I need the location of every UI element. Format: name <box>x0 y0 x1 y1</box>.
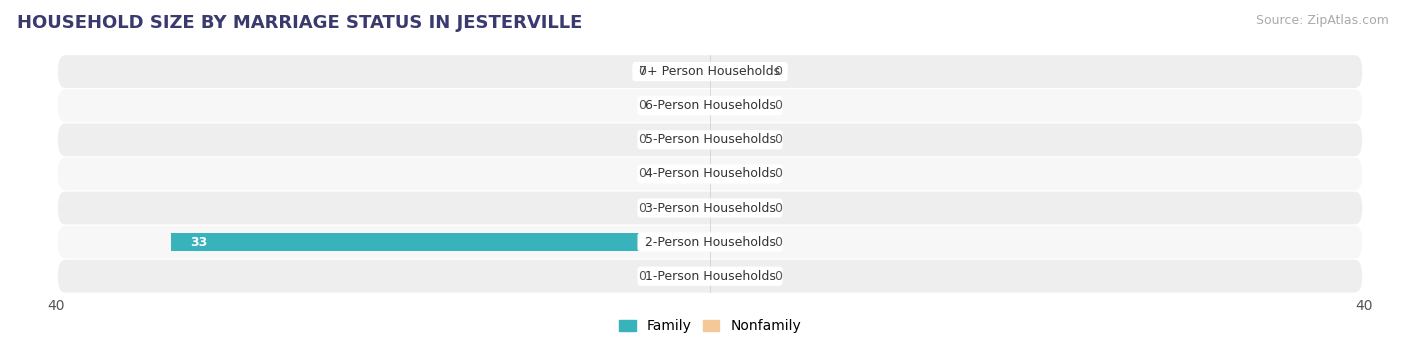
Text: 0: 0 <box>638 270 647 283</box>
Text: 0: 0 <box>773 99 782 112</box>
Text: 0: 0 <box>638 133 647 146</box>
Bar <box>652 165 710 183</box>
Text: 0: 0 <box>638 65 647 78</box>
Text: 0: 0 <box>773 236 782 249</box>
Text: 1-Person Households: 1-Person Households <box>641 270 779 283</box>
Bar <box>710 131 768 149</box>
FancyBboxPatch shape <box>58 226 1362 258</box>
FancyBboxPatch shape <box>58 260 1362 293</box>
Text: 0: 0 <box>773 202 782 214</box>
Text: 6-Person Households: 6-Person Households <box>641 99 779 112</box>
Bar <box>710 199 768 217</box>
Text: 0: 0 <box>638 99 647 112</box>
Bar <box>710 63 768 80</box>
Bar <box>652 63 710 80</box>
Text: Source: ZipAtlas.com: Source: ZipAtlas.com <box>1256 14 1389 27</box>
Text: 5-Person Households: 5-Person Households <box>641 133 779 146</box>
Bar <box>652 131 710 149</box>
Legend: Family, Nonfamily: Family, Nonfamily <box>613 314 807 339</box>
Text: 0: 0 <box>638 167 647 180</box>
Bar <box>652 267 710 285</box>
Bar <box>710 97 768 115</box>
Text: 33: 33 <box>190 236 208 249</box>
Text: 0: 0 <box>638 202 647 214</box>
Bar <box>652 97 710 115</box>
Text: 0: 0 <box>773 167 782 180</box>
Text: HOUSEHOLD SIZE BY MARRIAGE STATUS IN JESTERVILLE: HOUSEHOLD SIZE BY MARRIAGE STATUS IN JES… <box>17 14 582 32</box>
FancyBboxPatch shape <box>58 158 1362 190</box>
Bar <box>710 165 768 183</box>
Text: 0: 0 <box>773 270 782 283</box>
Text: 4-Person Households: 4-Person Households <box>641 167 779 180</box>
Bar <box>710 267 768 285</box>
FancyBboxPatch shape <box>58 123 1362 156</box>
Text: 0: 0 <box>773 133 782 146</box>
Bar <box>652 199 710 217</box>
Bar <box>710 233 768 251</box>
Text: 2-Person Households: 2-Person Households <box>641 236 779 249</box>
Text: 0: 0 <box>773 65 782 78</box>
FancyBboxPatch shape <box>58 192 1362 224</box>
Bar <box>170 233 710 251</box>
FancyBboxPatch shape <box>58 55 1362 88</box>
FancyBboxPatch shape <box>58 89 1362 122</box>
Text: 3-Person Households: 3-Person Households <box>641 202 779 214</box>
Text: 7+ Person Households: 7+ Person Households <box>636 65 785 78</box>
